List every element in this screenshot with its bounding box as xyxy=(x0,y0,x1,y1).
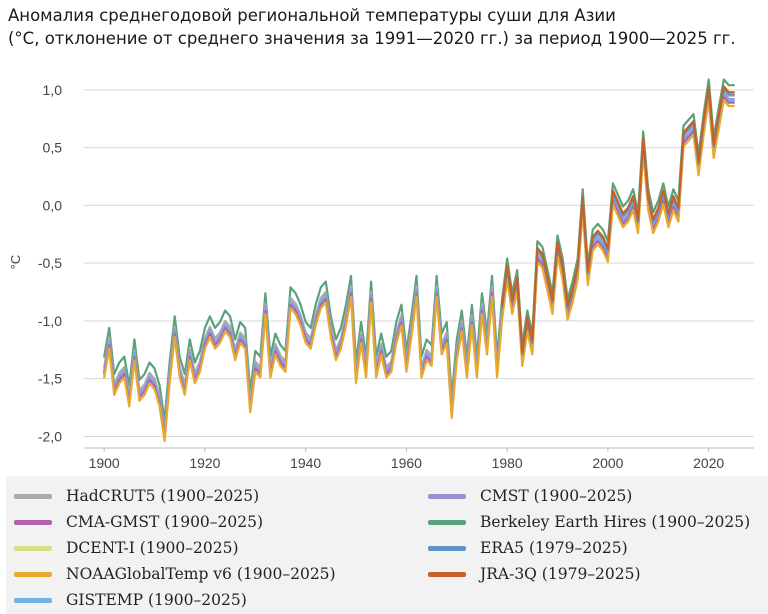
y-tick-label: -1,0 xyxy=(38,313,62,329)
legend-swatch-dcent-i xyxy=(14,545,52,551)
legend-item-berkeley-earth-hires[interactable]: Berkeley Earth Hires (1900–2025) xyxy=(428,510,750,534)
plot-panel: 1,0 0,5 0,0 -0,5 -1,0 -1,5 -2,0 1900 1920 1940 196… xyxy=(6,66,768,474)
legend-item-hadcrut5[interactable]: HadCRUT5 (1900–2025) xyxy=(14,484,259,508)
legend-label-cma-gmst: CMA-GMST (1900–2025) xyxy=(66,513,264,531)
legend-item-cma-gmst[interactable]: CMA-GMST (1900–2025) xyxy=(14,510,263,534)
x-tick-label: 1900 xyxy=(89,455,120,471)
x-tick-label: 2000 xyxy=(592,455,623,471)
y-tick-label: -1,5 xyxy=(38,371,62,387)
legend-item-gistemp[interactable]: GISTEMP (1900–2025) xyxy=(14,588,247,612)
legend-swatch-cmst xyxy=(428,493,466,499)
x-tick-label: 1980 xyxy=(492,455,523,471)
legend-item-jra-3q[interactable]: JRA-3Q (1979–2025) xyxy=(428,562,641,586)
legend: HadCRUT5 (1900–2025) CMST (1900–2025) CM… xyxy=(6,476,768,614)
legend-item-cmst[interactable]: CMST (1900–2025) xyxy=(428,484,632,508)
legend-item-era5[interactable]: ERA5 (1979–2025) xyxy=(428,536,628,560)
y-tick-label: 0,0 xyxy=(43,197,63,213)
legend-swatch-cma-gmst xyxy=(14,519,52,525)
y-tick-label: 0,5 xyxy=(43,140,63,156)
x-tick-label: 1940 xyxy=(290,455,321,471)
legend-label-hadcrut5: HadCRUT5 (1900–2025) xyxy=(66,487,260,505)
legend-swatch-era5 xyxy=(428,545,466,551)
series-line-jra-3q xyxy=(501,85,735,354)
chart-title-line-2: (°C, отклонение от среднего значения за … xyxy=(8,29,736,48)
legend-label-jra-3q: JRA-3Q (1979–2025) xyxy=(480,565,641,583)
series-line-gistemp xyxy=(103,93,735,437)
chart-title-line-1: Аномалия среднегодовой региональной темп… xyxy=(8,6,616,25)
series-line-dcent-i xyxy=(103,94,735,438)
x-tick-label: 2020 xyxy=(693,455,724,471)
legend-swatch-gistemp xyxy=(14,597,52,603)
legend-label-dcent-i: DCENT-I (1900–2025) xyxy=(66,539,239,557)
series-line-hadcrut5 xyxy=(103,88,735,432)
y-tick-label: 1,0 xyxy=(43,82,63,98)
legend-swatch-noaaglobaltemp-v6 xyxy=(14,571,52,577)
y-tick-label: -2,0 xyxy=(38,428,62,444)
line-chart: 1,0 0,5 0,0 -0,5 -1,0 -1,5 -2,0 1900 1920 1940 196… xyxy=(8,78,754,471)
legend-swatch-jra-3q xyxy=(428,571,466,577)
series-line-cmst xyxy=(103,92,735,436)
legend-swatch-hadcrut5 xyxy=(14,493,52,499)
y-axis-label: °C xyxy=(8,255,23,270)
legend-swatch-berkeley-earth-hires xyxy=(428,519,466,525)
legend-item-dcent-i[interactable]: DCENT-I (1900–2025) xyxy=(14,536,239,560)
legend-label-cmst: CMST (1900–2025) xyxy=(480,487,633,505)
legend-label-berkeley-earth-hires: Berkeley Earth Hires (1900–2025) xyxy=(480,513,751,531)
y-tick-label: -0,5 xyxy=(38,255,62,271)
x-tick-label: 1960 xyxy=(391,455,422,471)
legend-label-gistemp: GISTEMP (1900–2025) xyxy=(66,591,247,609)
series-line-noaaglobaltemp-v6 xyxy=(103,99,735,443)
chart-title: Аномалия среднегодовой региональной темп… xyxy=(8,4,768,50)
legend-label-noaaglobaltemp-v6: NOAAGlobalTemp v6 (1900–2025) xyxy=(66,565,336,583)
x-tick-label: 1920 xyxy=(189,455,220,471)
legend-label-era5: ERA5 (1979–2025) xyxy=(480,539,628,557)
legend-item-noaaglobaltemp-v6[interactable]: NOAAGlobalTemp v6 (1900–2025) xyxy=(14,562,336,586)
series-line-era5 xyxy=(501,87,735,356)
